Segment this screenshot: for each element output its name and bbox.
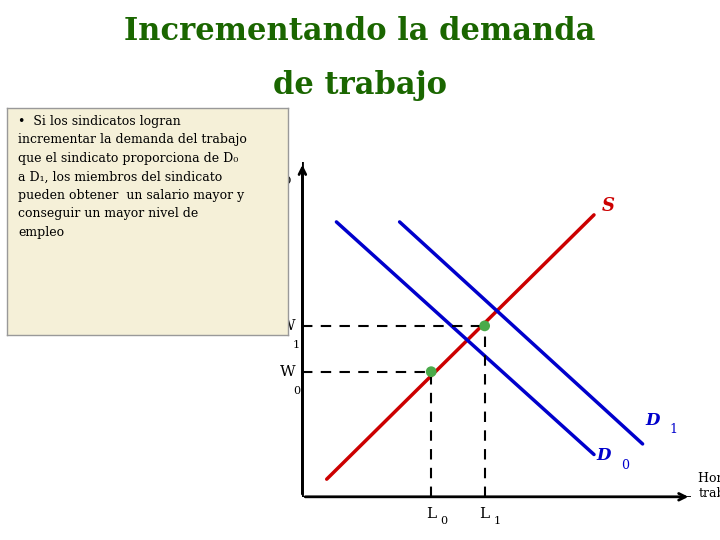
Text: •  Si los sindicatos logran
incrementar la demanda del trabajo
que el sindicato : • Si los sindicatos logran incrementar l… <box>19 115 247 239</box>
Text: Incrementando la demanda: Incrementando la demanda <box>125 16 595 47</box>
Text: 0: 0 <box>440 516 447 526</box>
Text: Horas de
trabajo: Horas de trabajo <box>698 472 720 500</box>
Text: L: L <box>426 508 436 522</box>
Text: D: D <box>596 447 611 464</box>
Point <box>479 321 490 330</box>
Text: W: W <box>279 364 295 379</box>
Point <box>426 367 437 376</box>
Text: 1: 1 <box>493 516 500 526</box>
Text: W: W <box>279 319 295 333</box>
Text: 1: 1 <box>293 340 300 350</box>
Text: D: D <box>645 411 660 429</box>
Text: 0: 0 <box>293 386 300 396</box>
Text: de trabajo: de trabajo <box>273 70 447 101</box>
Text: 0: 0 <box>621 458 629 471</box>
Text: 1: 1 <box>670 423 678 436</box>
Text: S: S <box>601 197 614 215</box>
Text: L: L <box>480 508 490 522</box>
Text: Salario: Salario <box>243 173 292 187</box>
